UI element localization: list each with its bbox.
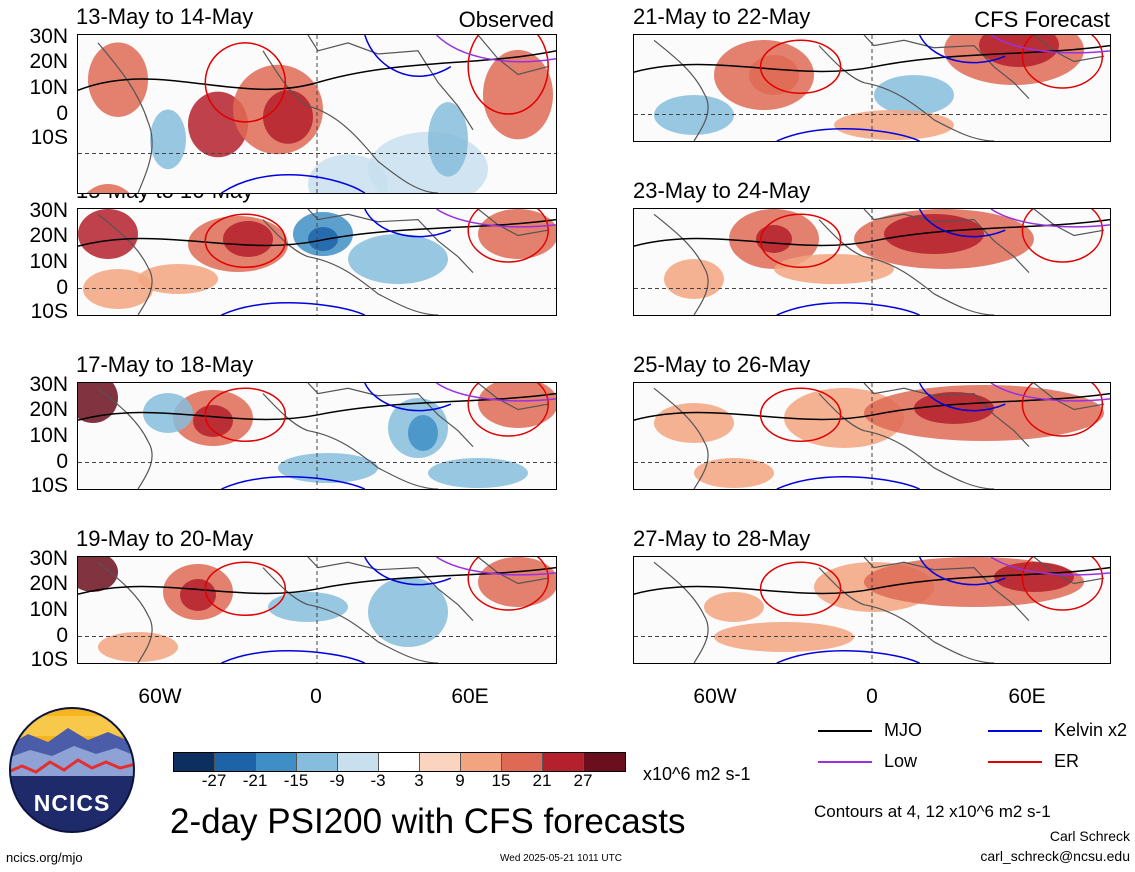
lat-label: 10N [29,424,68,447]
lat-label: 10S [30,300,68,323]
colorbar-tick: 15 [491,771,511,790]
panel-title-left-1: 13-May to 14-May [76,4,254,29]
author-name: Carl Schreck [1049,828,1130,844]
map-panel-right-4 [633,556,1111,664]
figure-title: 2-day PSI200 with CFS forecasts [170,802,686,841]
colorbar-tick: 3 [414,771,424,790]
contours-note: Contours at 4, 12 x10^6 m2 s-1 [814,802,1051,821]
lat-label: 0 [56,102,68,125]
footer-url[interactable]: ncics.org/mjo [6,850,83,865]
legend-kelvin: Kelvin x2 [988,720,1127,741]
lat-label: 30N [29,199,68,222]
observed-label: Observed [458,7,554,32]
map-panel-right-2 [633,208,1111,316]
panel-title-right-4: 27-May to 28-May [633,526,811,551]
cfs-forecast-label: CFS Forecast [974,7,1110,32]
map-panel-left-1 [77,34,557,194]
colorbar-swatch [502,753,543,771]
lon-label-60e-right: 60E [1008,685,1046,708]
map-panel-left-2 [77,208,557,316]
colorbar-swatch [256,753,297,771]
lat-label: 10N [29,76,68,99]
logo-text: NCICS [33,790,111,816]
map-panel-left-3 [77,382,557,490]
colorbar-units: x10^6 m2 s-1 [643,764,751,784]
colorbar-swatch [297,753,338,771]
ncics-logo: NCICS [8,706,136,834]
lat-label: 30N [29,373,68,396]
lon-label-60e-left: 60E [451,685,489,708]
panel-title-right-3: 25-May to 26-May [633,352,811,377]
colorbar-tick: -15 [283,771,309,790]
legend-er: ER [988,751,1079,772]
lat-label: 10S [30,126,68,149]
colorbar-tick: -3 [370,771,386,790]
colorbar-swatch [584,753,625,771]
colorbar-swatch [338,753,379,771]
lat-label: 10S [30,648,68,671]
lat-label: 0 [56,624,68,647]
lat-label: 20N [29,572,68,595]
lat-label: 20N [29,50,68,73]
map-panel-right-1 [633,34,1111,142]
map-panel-left-4 [77,556,557,664]
colorbar-swatch [420,753,461,771]
colorbar-tick: -27 [201,771,227,790]
lon-label-60w-right: 60W [693,685,737,708]
colorbar-tick: 27 [573,771,593,790]
legend-low: Low [818,751,917,772]
lon-label-0-left: 0 [310,685,322,708]
lat-label: 0 [56,450,68,473]
colorbar-swatch [379,753,420,771]
lon-label-60w-left: 60W [138,685,182,708]
lon-label-0-right: 0 [866,685,878,708]
panel-title-left-3: 17-May to 18-May [76,352,254,377]
footer-timestamp: Wed 2025-05-21 1011 UTC [500,853,622,864]
colorbar-tick: 21 [532,771,552,790]
colorbar-tick: -9 [329,771,345,790]
legend-mjo: MJO [818,720,922,741]
lat-label: 20N [29,398,68,421]
colorbar-swatch [543,753,584,771]
colorbar-tick: -21 [242,771,268,790]
colorbar-swatch [461,753,502,771]
panel-title-left-4: 19-May to 20-May [76,526,254,551]
author-email: carl_schreck@ncsu.edu [980,848,1130,864]
panel-title-right-2: 23-May to 24-May [633,178,811,203]
lat-label: 10N [29,598,68,621]
lat-label: 10N [29,250,68,273]
colorbar-swatch [215,753,256,771]
lat-label: 30N [29,25,68,48]
colorbar [173,752,626,772]
map-panel-right-3 [633,382,1111,490]
colorbar-swatch [174,753,215,771]
lat-label: 10S [30,474,68,497]
panel-title-right-1: 21-May to 22-May [633,4,811,29]
lat-label: 0 [56,276,68,299]
colorbar-tick: 9 [455,771,465,790]
lat-label: 30N [29,547,68,570]
lat-label: 20N [29,224,68,247]
